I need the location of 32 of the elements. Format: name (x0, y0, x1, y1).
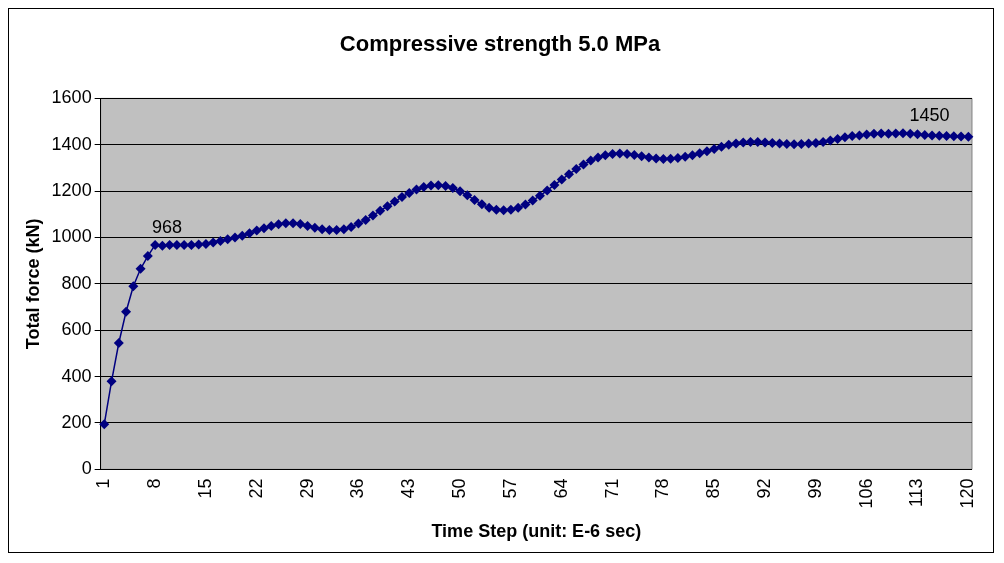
x-tick-label: 8 (144, 478, 165, 489)
annotation: 1450 (909, 105, 950, 126)
x-tick-label: 22 (245, 478, 266, 499)
x-tick-label: 36 (347, 478, 368, 499)
x-tick-label: 15 (194, 478, 215, 499)
y-tick-label: 600 (61, 319, 92, 340)
x-tick-label: 71 (601, 478, 622, 499)
y-tick-label: 1400 (51, 133, 92, 154)
x-tick-label: 50 (449, 478, 470, 499)
x-tick-label: 120 (957, 478, 978, 509)
x-tick-label: 85 (703, 478, 724, 499)
y-tick-label: 800 (61, 272, 92, 293)
x-tick-label: 43 (398, 478, 419, 499)
y-tick-label: 1600 (51, 87, 92, 108)
x-tick-label: 99 (804, 478, 825, 499)
x-tick-label: 64 (550, 478, 571, 499)
y-tick-label: 1200 (51, 180, 92, 201)
y-tick-label: 0 (81, 458, 92, 479)
y-tick-label: 200 (61, 411, 92, 432)
x-tick-label: 1 (93, 478, 114, 489)
y-tick-label: 400 (61, 365, 92, 386)
x-tick-label: 113 (906, 478, 927, 508)
x-tick-label: 29 (296, 478, 317, 499)
x-tick-label: 92 (754, 478, 775, 499)
x-tick-label: 78 (652, 478, 673, 499)
x-tick-label: 57 (499, 478, 520, 499)
y-axis-title: Total force (kN) (22, 218, 43, 350)
x-tick-label: 106 (855, 478, 876, 509)
chart-title: Compressive strength 5.0 MPa (339, 31, 661, 57)
y-tick-label: 1000 (51, 226, 92, 247)
annotation: 968 (152, 216, 183, 237)
x-axis-title: Time Step (unit: E-6 sec) (431, 521, 642, 542)
